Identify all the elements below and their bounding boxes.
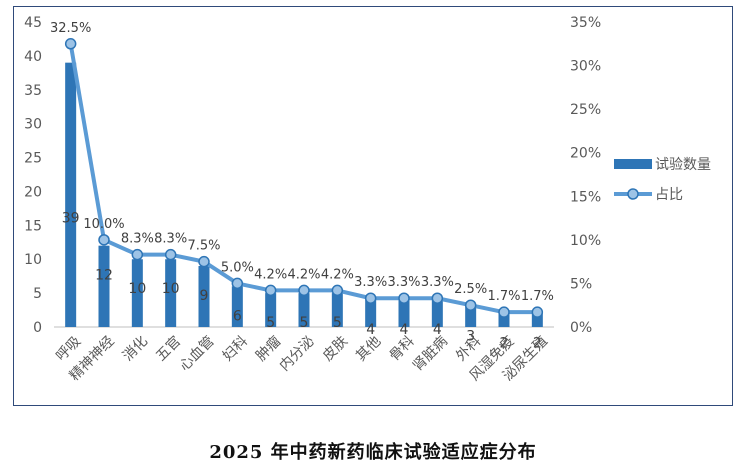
left-axis-tick-label: 45	[24, 15, 42, 31]
bar-value-label: 2	[500, 335, 509, 351]
percent-label: 4.2%	[287, 267, 320, 282]
line-point	[198, 255, 210, 268]
category-label: 内分泌	[277, 333, 318, 374]
line-point	[331, 284, 344, 297]
line-point	[464, 299, 477, 311]
left-axis-tick-label: 20	[24, 184, 42, 200]
percent-label: 4.2%	[254, 267, 287, 282]
bar	[65, 62, 77, 328]
left-axis-tick-label: 5	[33, 286, 42, 302]
bar	[165, 259, 177, 327]
right-axis-tick-label: 15%	[570, 189, 601, 205]
left-axis-tick-label: 25	[24, 151, 42, 167]
percent-label: 10.0%	[83, 217, 124, 232]
bar	[98, 245, 110, 327]
percent-label: 1.7%	[487, 289, 520, 304]
line-point	[298, 284, 310, 297]
bar-value-label: 10	[128, 281, 146, 297]
bar-value-label: 9	[200, 288, 209, 304]
right-axis-tick-label: 0%	[570, 320, 592, 336]
percent-label: 5.0%	[221, 260, 254, 275]
percent-label: 2.5%	[454, 282, 487, 297]
bar-value-label: 6	[233, 308, 242, 324]
chart-frame: 0 5 10 15 20 25 30 35 40 45 0% 5% 10% 15% 20% 25% 30% 35%…	[13, 6, 733, 406]
line-point	[398, 292, 410, 304]
bar-value-label: 5	[333, 315, 342, 331]
percent-label: 3.3%	[421, 275, 454, 290]
percent-label: 8.3%	[154, 232, 187, 247]
category-label: 妇科	[219, 333, 251, 365]
bar	[365, 299, 377, 327]
bar	[465, 306, 477, 327]
left-axis-tick-label: 30	[24, 117, 42, 133]
bar	[331, 293, 343, 327]
category-label: 消化	[120, 333, 151, 364]
line-point	[531, 306, 544, 318]
left-axis-tick-label: 35	[24, 83, 42, 99]
right-axis-tick-label: 20%	[570, 146, 601, 162]
category-label: 肾脏病	[410, 333, 451, 374]
bar-value-label: 2	[533, 335, 542, 351]
left-axis-tick-label: 10	[24, 252, 42, 268]
bar	[231, 286, 243, 327]
left-axis-tick-label: 40	[24, 49, 42, 65]
bar-value-label: 4	[366, 322, 375, 338]
line-point	[231, 277, 244, 290]
line-point	[64, 38, 77, 50]
bar	[198, 266, 210, 327]
bar-value-label: 3	[466, 329, 475, 345]
bar	[398, 299, 410, 327]
bar	[131, 259, 143, 327]
line-point	[98, 234, 110, 246]
percent-label: 4.2%	[321, 267, 354, 282]
bar	[298, 293, 310, 327]
percent-label: 3.3%	[387, 275, 420, 290]
combo-chart: 0510152025303540450%5%10%15%20%25%30%35%…	[24, 15, 711, 384]
line-point	[364, 292, 377, 304]
bar	[531, 313, 543, 327]
bar-value-label: 10	[162, 281, 180, 297]
percent-label: 3.3%	[354, 275, 387, 290]
percent-label: 32.5%	[50, 21, 91, 36]
category-label: 皮肤	[320, 333, 351, 364]
bar-value-label: 4	[433, 322, 442, 338]
category-label: 其他	[353, 333, 384, 364]
legend-label-bar: 试验数量	[655, 157, 711, 173]
bar-value-label: 39	[62, 211, 80, 227]
bar-value-label: 4	[400, 322, 409, 338]
right-axis-tick-label: 5%	[570, 276, 592, 292]
bar-value-label: 5	[300, 315, 309, 331]
line-point	[131, 248, 144, 261]
chart-caption: 2025 年中药新药临床试验适应症分布	[209, 442, 537, 463]
legend-swatch-bar	[614, 159, 652, 169]
left-axis-tick-label: 15	[24, 218, 42, 234]
category-label: 心血管	[177, 333, 218, 374]
left-axis-tick-label: 0	[33, 320, 42, 336]
line-point	[431, 292, 444, 304]
percent-label: 7.5%	[187, 239, 220, 254]
bar-value-label: 5	[266, 315, 275, 331]
right-axis-tick-label: 30%	[570, 59, 601, 75]
bar-value-label: 12	[95, 268, 113, 284]
right-axis-tick-label: 10%	[570, 233, 601, 249]
bar	[431, 299, 443, 327]
right-axis-tick-label: 35%	[570, 15, 601, 31]
line-point	[164, 248, 177, 261]
legend-label-line: 占比	[655, 187, 683, 203]
bar	[498, 313, 510, 327]
percent-label: 8.3%	[121, 232, 154, 247]
legend-swatch-marker	[627, 188, 639, 200]
right-axis-tick-label: 25%	[570, 102, 601, 118]
percent-label: 1.7%	[521, 289, 554, 304]
line-point	[264, 284, 277, 297]
bar	[265, 293, 277, 327]
line-point	[498, 306, 510, 318]
